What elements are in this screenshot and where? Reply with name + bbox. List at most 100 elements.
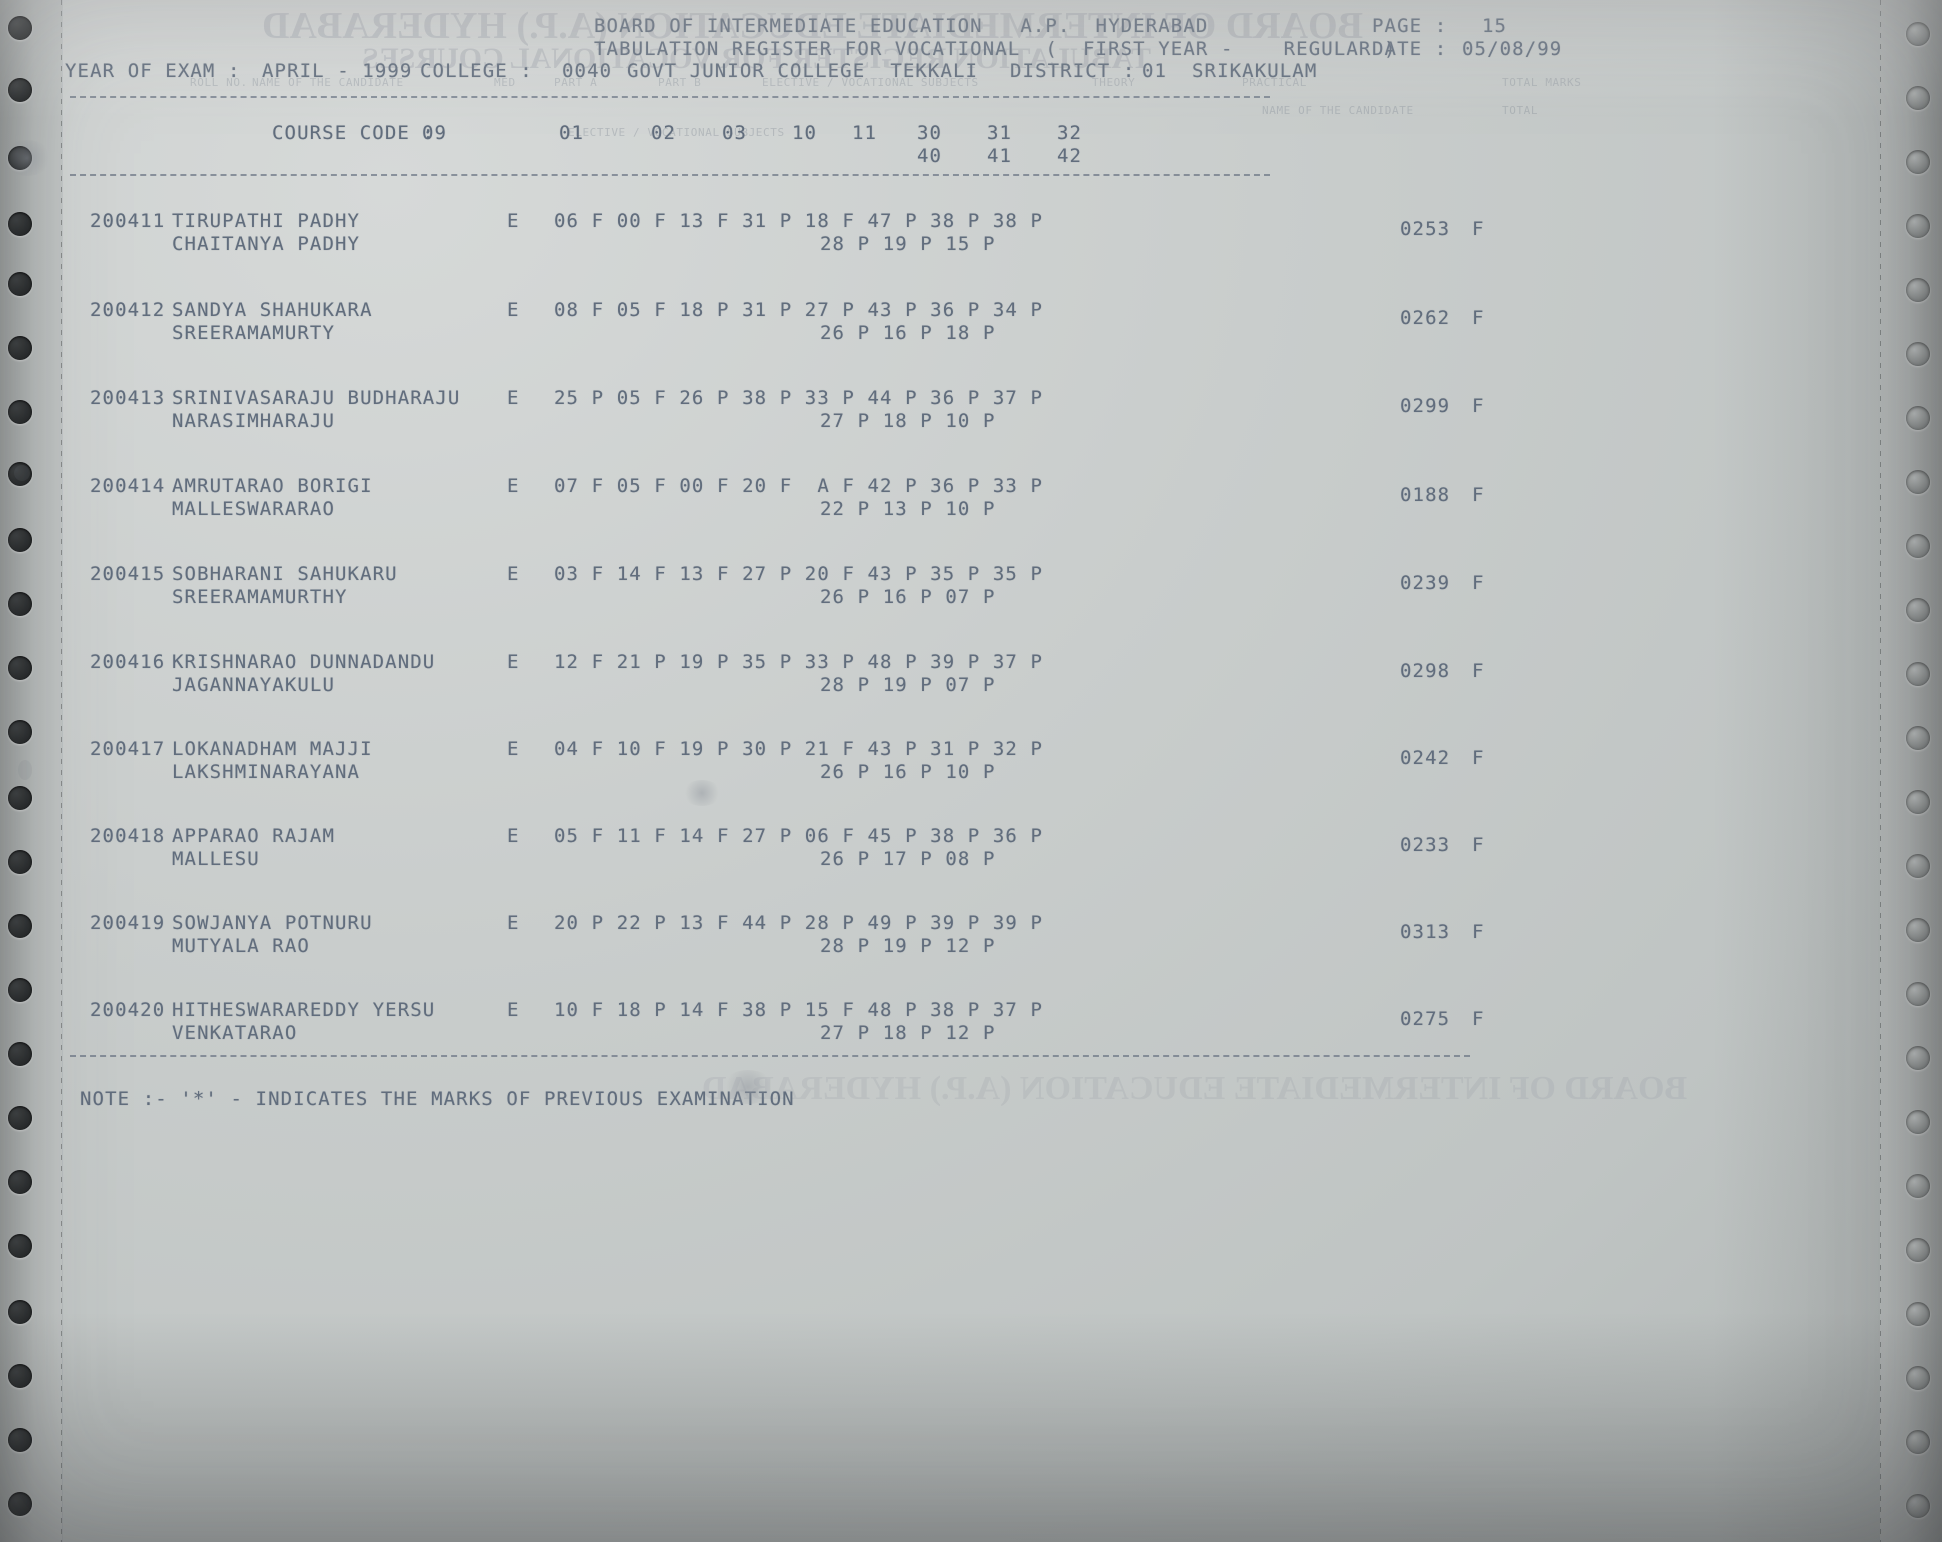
student-marks-row1: 08 F 05 F 18 P 31 P 27 P 43 P 36 P 34 P	[554, 299, 1044, 321]
subject-code-41: 41	[987, 145, 1013, 167]
org-title: BOARD OF INTERMEDIATE EDUCATION A.P. HYD…	[594, 15, 1209, 37]
student-name: SOWJANYA POTNURU	[172, 912, 373, 934]
student-total: 0188	[1400, 484, 1451, 506]
student-roll: 200417	[90, 738, 166, 760]
student-marks-row2: 22 P 13 P 10 P	[820, 498, 996, 520]
student-result: F	[1472, 660, 1485, 682]
subject-code-10: 10	[792, 122, 818, 144]
student-medium: E	[507, 299, 520, 321]
show-through-title-bottom: BOARD OF INTERMEDIATE EDUCATION (A.P.) H…	[702, 1070, 1688, 1107]
student-marks-row2: 26 P 16 P 18 P	[820, 322, 996, 344]
student-father-name: MALLESWARARAO	[172, 498, 336, 520]
student-medium: E	[507, 825, 520, 847]
student-result: F	[1472, 834, 1485, 856]
student-roll: 200418	[90, 825, 166, 847]
preprinted-col-partb: PART B	[658, 76, 702, 89]
student-total: 0262	[1400, 307, 1451, 329]
student-name: HITHESWARAREDDY YERSU	[172, 999, 436, 1021]
student-name: SRINIVASARAJU BUDHARAJU	[172, 387, 461, 409]
district-label: DISTRICT :	[1010, 60, 1136, 82]
student-name: LOKANADHAM MAJJI	[172, 738, 373, 760]
student-result: F	[1472, 395, 1485, 417]
subject-code-divider	[70, 174, 1270, 176]
date-value: 05/08/99	[1462, 38, 1563, 60]
printed-sheet: BOARD OF INTERMEDIATE EDUCATION (A.P.) H…	[2, 0, 1880, 1542]
student-marks-row1: 10 F 18 P 14 F 38 P 15 F 48 P 38 P 37 P	[554, 999, 1044, 1021]
page-label: PAGE :	[1372, 15, 1448, 37]
subject-code-03: 03	[722, 122, 748, 144]
year-of-exam-label: YEAR OF EXAM :	[65, 60, 241, 82]
student-marks-row1: 03 F 14 F 13 F 27 P 20 F 43 P 35 P 35 P	[554, 563, 1044, 585]
student-father-name: MALLESU	[172, 848, 260, 870]
subject-code-01: 01	[559, 122, 585, 144]
student-total: 0299	[1400, 395, 1451, 417]
student-roll: 200416	[90, 651, 166, 673]
student-roll: 200414	[90, 475, 166, 497]
tractor-feed-strip-left	[0, 0, 62, 1542]
student-result: F	[1472, 484, 1485, 506]
course-code-label: COURSE CODE :	[272, 122, 436, 144]
preprinted-col-practical: PRACTICAL	[1242, 76, 1308, 89]
page-number: 15	[1482, 15, 1508, 37]
student-total: 0242	[1400, 747, 1451, 769]
college-code: 0040	[562, 60, 613, 82]
student-roll: 200411	[90, 210, 166, 232]
student-result: F	[1472, 218, 1485, 240]
district-code: 01	[1142, 60, 1168, 82]
student-marks-row2: 26 P 16 P 10 P	[820, 761, 996, 783]
student-marks-row1: 05 F 11 F 14 F 27 P 06 F 45 P 38 P 36 P	[554, 825, 1044, 847]
student-marks-row2: 26 P 17 P 08 P	[820, 848, 996, 870]
student-roll: 200415	[90, 563, 166, 585]
student-total: 0239	[1400, 572, 1451, 594]
student-father-name: NARASIMHARAJU	[172, 410, 336, 432]
preprinted-col-name2: NAME OF THE CANDIDATE	[1262, 104, 1414, 117]
date-label: DATE :	[1372, 38, 1448, 60]
year-of-exam-value: APRIL - 1999	[262, 60, 413, 82]
student-roll: 200412	[90, 299, 166, 321]
student-total: 0233	[1400, 834, 1451, 856]
student-total: 0275	[1400, 1008, 1451, 1030]
student-marks-row2: 27 P 18 P 10 P	[820, 410, 996, 432]
student-result: F	[1472, 307, 1485, 329]
college-label: COLLEGE :	[420, 60, 533, 82]
course-code-value: 09	[422, 122, 448, 144]
preprinted-col-electives: ELECTIVE / VOCATIONAL SUBJECTS	[762, 76, 979, 89]
subject-code-40: 40	[917, 145, 943, 167]
preprinted-col-totalmarks: TOTAL MARKS	[1502, 76, 1582, 89]
student-medium: E	[507, 475, 520, 497]
student-marks-row2: 28 P 19 P 12 P	[820, 935, 996, 957]
student-total: 0313	[1400, 921, 1451, 943]
student-result: F	[1472, 747, 1485, 769]
student-father-name: JAGANNAYAKULU	[172, 674, 336, 696]
student-father-name: SREERAMAMURTY	[172, 322, 336, 344]
student-total: 0298	[1400, 660, 1451, 682]
student-roll: 200419	[90, 912, 166, 934]
student-medium: E	[507, 912, 520, 934]
student-name: AMRUTARAO BORIGI	[172, 475, 373, 497]
student-marks-row2: 26 P 16 P 07 P	[820, 586, 996, 608]
header-divider	[70, 96, 1270, 98]
student-roll: 200413	[90, 387, 166, 409]
register-title: TABULATION REGISTER FOR VOCATIONAL ( FIR…	[594, 38, 1397, 60]
student-result: F	[1472, 1008, 1485, 1030]
student-medium: E	[507, 563, 520, 585]
student-marks-row2: 28 P 19 P 07 P	[820, 674, 996, 696]
preprinted-col-parta: PART A	[554, 76, 598, 89]
footer-divider	[70, 1055, 1470, 1057]
student-medium: E	[507, 387, 520, 409]
subject-code-02: 02	[651, 122, 677, 144]
student-father-name: SREERAMAMURTHY	[172, 586, 348, 608]
subject-code-32: 32	[1057, 122, 1083, 144]
preprinted-col-electives-sub: ELECTIVE / VOCATIONAL SUBJECTS	[568, 126, 785, 139]
student-father-name: MUTYALA RAO	[172, 935, 310, 957]
student-father-name: VENKATARAO	[172, 1022, 298, 1044]
student-name: APPARAO RAJAM	[172, 825, 336, 847]
student-result: F	[1472, 572, 1485, 594]
district-name: SRIKAKULAM	[1192, 60, 1318, 82]
subject-code-31: 31	[987, 122, 1013, 144]
student-marks-row1: 04 F 10 F 19 P 30 P 21 F 43 P 31 P 32 P	[554, 738, 1044, 760]
student-name: SANDYA SHAHUKARA	[172, 299, 373, 321]
college-name: GOVT JUNIOR COLLEGE TEKKALI	[627, 60, 979, 82]
subject-code-42: 42	[1057, 145, 1083, 167]
student-total: 0253	[1400, 218, 1451, 240]
